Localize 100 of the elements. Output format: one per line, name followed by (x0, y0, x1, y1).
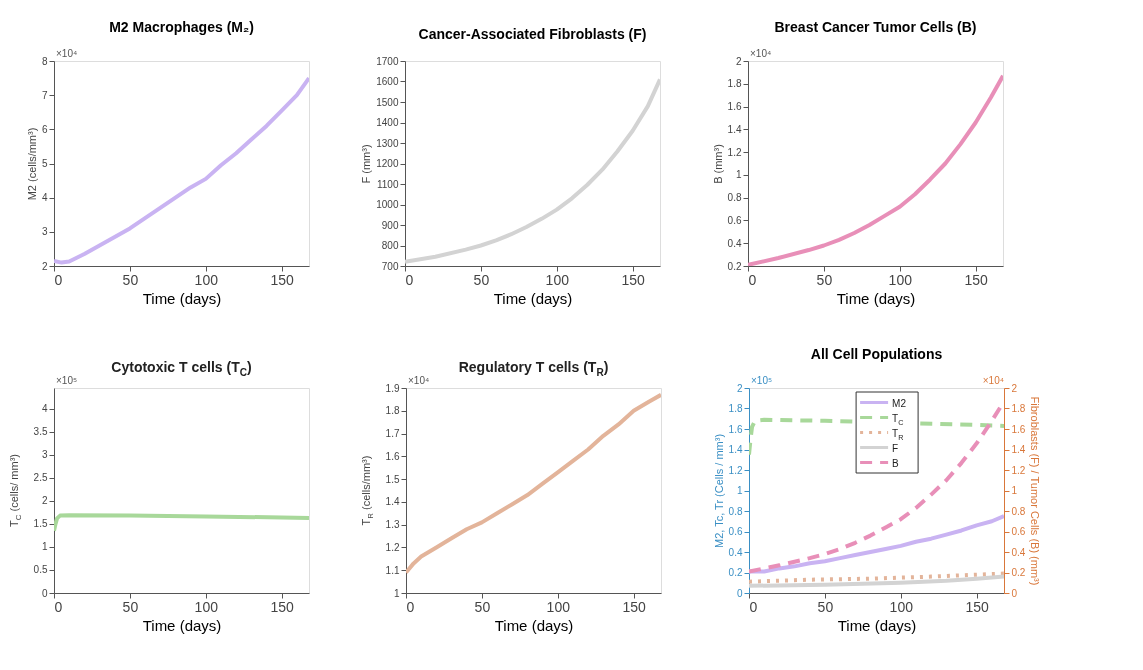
y2-tick-label: 0.6 (1011, 526, 1026, 537)
chart-title: M2 Macrophages (M₂) (109, 19, 254, 35)
x-axis-title: Time (days) (836, 289, 916, 307)
y-tick-label: 1.5 (33, 518, 48, 530)
y-tick-label: 1.7 (385, 428, 400, 440)
x-axis-title: Time (days) (494, 616, 574, 634)
x-tick-label: 100 (194, 598, 219, 615)
y-tick-label: 0.8 (728, 505, 743, 517)
y-axis-title: M2, Tc, Tr (Cells / mm³) (712, 433, 725, 549)
y-tick-label: 1300 (376, 137, 399, 149)
x-tick-label: 0 (748, 271, 757, 288)
y-tick-label: 1700 (376, 55, 399, 67)
x-tick-label: 100 (194, 271, 219, 288)
y-tick-label: 8 (41, 55, 48, 67)
y-tick-label: 1000 (376, 199, 399, 210)
y-tick-label: 2 (736, 382, 743, 394)
x-tick-label: 50 (474, 598, 491, 615)
y-tick-label: 1.2 (385, 541, 400, 553)
y-tick-label: 1.5 (385, 473, 400, 485)
y-tick-label: 1.6 (385, 450, 400, 462)
y2-tick-label: 0.4 (1011, 546, 1026, 558)
y2-tick-label: 0.2 (1011, 567, 1026, 578)
y-tick-label: 1500 (376, 96, 399, 108)
chart-title: Cancer-Associated Fibroblasts (F) (418, 26, 647, 42)
x-tick-label: 100 (546, 598, 571, 615)
y-tick-label: 1.6 (727, 101, 742, 113)
y-tick-label: 0.2 (727, 260, 742, 272)
line-series (406, 392, 661, 575)
y2-tick-label: 0.8 (1011, 505, 1026, 517)
y-tick-label: 0.4 (728, 546, 743, 558)
y-tick-label: 1.4 (728, 444, 743, 455)
x-tick-label: 0 (749, 598, 758, 615)
x-tick-label: 150 (964, 271, 989, 288)
y-tick-label: 1.2 (727, 146, 742, 158)
x-tick-label: 150 (622, 598, 647, 615)
x-tick-label: 150 (965, 598, 990, 615)
y-tick-label: 1.3 (385, 519, 400, 531)
y-tick-label: 900 (381, 219, 399, 231)
y-tick-label: 0.6 (728, 526, 743, 537)
y-tick-label: 5 (41, 158, 48, 169)
y-tick-label: 1 (41, 541, 48, 553)
y-tick-label: 1 (736, 485, 743, 496)
y2-tick-label: 0 (1011, 587, 1018, 599)
x-tick-label: 50 (473, 271, 490, 288)
y2-axis-title: Fibroblasts (F) / Tumor Cells (B) (mm³) (1029, 396, 1042, 586)
y-tick-label: 0 (736, 587, 743, 599)
y-tick-label: 0.8 (727, 192, 742, 204)
x-tick-label: 0 (54, 271, 63, 288)
y-tick-label: 1400 (376, 117, 399, 128)
y-tick-label: 1.6 (728, 423, 743, 435)
chart-title: Breast Cancer Tumor Cells (B) (774, 19, 977, 35)
y-tick-label: 2 (41, 260, 48, 272)
y-tick-label: 3 (41, 449, 48, 461)
x-tick-label: 50 (817, 598, 834, 615)
x-axis-title: Time (days) (142, 289, 222, 307)
text: ×10⁵ (751, 375, 773, 386)
x-tick-label: 150 (621, 271, 646, 288)
text: ×10⁵ (56, 375, 78, 386)
y2-tick-label: 1.2 (1011, 464, 1026, 476)
y-tick-label: 6 (41, 123, 48, 135)
y-tick-label: 1 (393, 587, 400, 599)
x-tick-label: 50 (122, 271, 139, 288)
y-axis-title: M2 (cells/mm³) (25, 127, 38, 201)
x-tick-label: 50 (816, 271, 833, 288)
y2-tick-label: 1 (1011, 485, 1018, 496)
y-tick-label: 1100 (376, 178, 399, 190)
text: ×10⁴ (408, 375, 430, 386)
y-tick-label: 1200 (376, 158, 399, 169)
y2-tick-label: 1.4 (1011, 444, 1026, 455)
y2-tick-label: 1.8 (1011, 403, 1026, 414)
x-axis-title: Time (days) (493, 289, 573, 307)
text: ×10⁴ (56, 48, 78, 59)
text: ×10⁴ (750, 48, 772, 59)
chart-title: All Cell Populations (810, 346, 943, 362)
x-tick-label: 0 (405, 271, 414, 288)
y-tick-label: 800 (381, 240, 399, 251)
y-tick-label: 4 (41, 403, 48, 415)
y-axis-title: F (mm³) (360, 144, 373, 184)
y-tick-label: 2 (735, 55, 742, 67)
y-axis-title: B (mm³) (711, 144, 724, 184)
line-series (749, 574, 1004, 588)
y2-tick-label: 2 (1011, 382, 1018, 394)
y-tick-label: 0.5 (33, 564, 48, 576)
x-axis-title: Time (days) (837, 616, 917, 634)
text: ×10⁴ (982, 375, 1004, 386)
y-tick-label: 1.4 (385, 496, 400, 508)
x-axis-title: Time (days) (142, 616, 222, 634)
y-tick-label: 700 (381, 260, 399, 272)
legend-label: M2 (892, 397, 907, 409)
x-tick-label: 150 (270, 598, 295, 615)
x-tick-label: 50 (122, 598, 139, 615)
y-tick-label: 2.5 (33, 472, 48, 484)
y-tick-label: 4 (41, 192, 48, 204)
y-tick-label: 1.8 (727, 78, 742, 90)
y-tick-label: 1.2 (728, 464, 743, 476)
line-series (54, 513, 309, 533)
x-tick-label: 100 (889, 598, 914, 615)
y-tick-label: 2 (41, 495, 48, 507)
y-tick-label: 3.5 (33, 426, 48, 438)
y-tick-label: 1.8 (385, 405, 400, 417)
